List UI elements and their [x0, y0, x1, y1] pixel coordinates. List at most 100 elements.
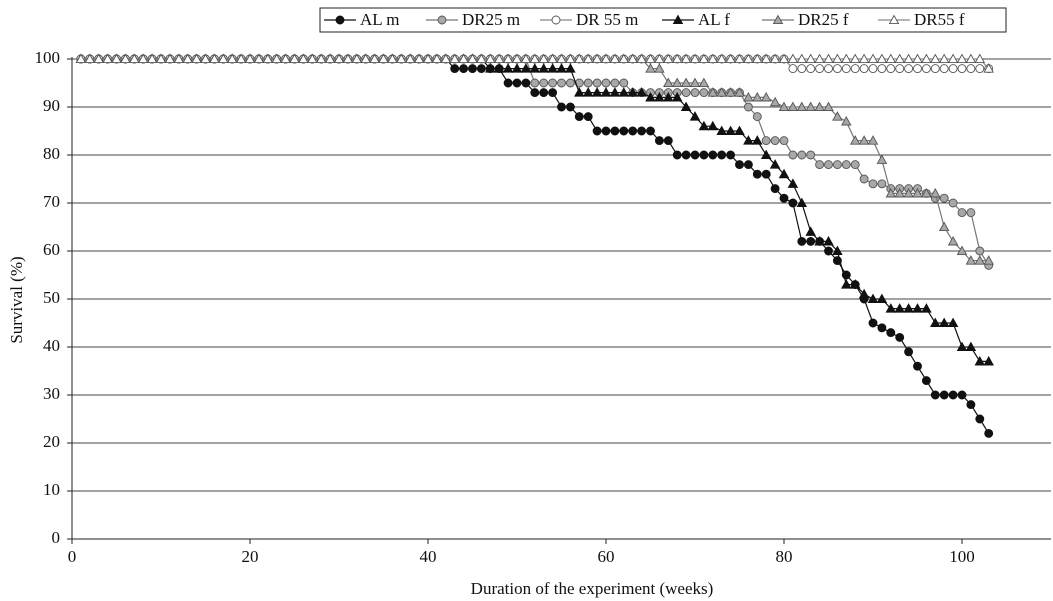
y-tick-label: 20: [43, 432, 60, 451]
data-point: [725, 87, 736, 97]
data-point: [449, 53, 460, 64]
data-point: [637, 126, 647, 136]
data-point: [102, 53, 113, 64]
data-point: [351, 53, 363, 64]
data-point: [369, 53, 380, 64]
data-point: [502, 63, 514, 73]
data-point: [539, 88, 549, 98]
data-point: [672, 150, 682, 160]
data-point: [832, 245, 843, 256]
data-point: [832, 111, 843, 121]
data-point: [75, 53, 87, 64]
data-point: [422, 53, 434, 64]
data-point: [779, 136, 789, 146]
data-point: [966, 208, 976, 218]
data-point: [939, 193, 949, 203]
data-point: [574, 53, 585, 64]
data-point: [788, 198, 798, 208]
data-point: [806, 64, 816, 74]
data-point: [645, 53, 656, 64]
data-point: [689, 53, 701, 64]
data-point: [947, 53, 959, 64]
legend-marker: [672, 14, 684, 25]
y-tick-label: 60: [43, 240, 60, 259]
data-point: [717, 150, 727, 160]
data-point: [778, 53, 790, 64]
data-point: [956, 245, 968, 256]
data-point: [984, 428, 994, 438]
data-point: [832, 160, 842, 170]
data-point: [983, 63, 994, 73]
data-point: [938, 53, 950, 64]
data-point: [726, 150, 736, 160]
data-point: [921, 53, 932, 64]
data-point: [779, 193, 789, 203]
data-point: [690, 150, 700, 160]
data-point: [618, 87, 630, 97]
data-point: [628, 126, 638, 136]
data-point: [806, 150, 816, 160]
data-point: [957, 390, 967, 400]
data-point: [957, 64, 967, 74]
data-point: [671, 53, 683, 64]
data-point: [493, 63, 505, 73]
data-point: [734, 125, 745, 136]
data-point: [609, 87, 621, 97]
data-point: [681, 88, 691, 98]
data-point: [591, 87, 603, 97]
data-point: [663, 53, 674, 64]
y-tick-label: 0: [52, 528, 61, 547]
data-point: [378, 53, 389, 64]
x-tick-label: 100: [949, 547, 975, 566]
y-tick-label: 50: [43, 288, 60, 307]
data-point: [894, 53, 905, 64]
series-line: [80, 58, 989, 362]
data-point: [823, 53, 834, 64]
data-point: [654, 91, 665, 102]
data-point: [735, 160, 744, 170]
data-point: [708, 150, 718, 160]
data-point: [618, 53, 630, 64]
data-point: [601, 126, 611, 136]
data-point: [636, 53, 647, 64]
data-point: [805, 101, 816, 112]
data-point: [868, 64, 878, 74]
data-point: [680, 77, 692, 88]
data-point: [440, 53, 452, 64]
data-point: [769, 159, 781, 169]
data-point: [680, 53, 692, 64]
data-point: [538, 63, 549, 73]
data-point: [681, 150, 691, 160]
data-point: [511, 63, 523, 73]
data-point: [627, 87, 638, 97]
data-point: [832, 64, 842, 74]
data-point: [690, 88, 700, 98]
data-point: [841, 53, 852, 64]
data-point: [877, 64, 887, 74]
data-point: [645, 91, 656, 102]
data-point: [797, 236, 807, 246]
data-point: [200, 53, 211, 64]
y-tick-label: 40: [43, 336, 60, 355]
data-point: [930, 187, 941, 198]
data-point: [707, 53, 719, 64]
data-point: [84, 53, 96, 64]
data-point: [903, 303, 914, 313]
data-point: [155, 53, 167, 64]
data-point: [948, 198, 958, 208]
data-point: [913, 64, 922, 74]
data-point: [734, 87, 745, 97]
data-point: [849, 135, 861, 145]
legend-marker: [335, 15, 345, 25]
legend-marker: [772, 14, 784, 25]
x-tick-label: 80: [776, 547, 793, 566]
data-point: [894, 303, 905, 313]
data-point: [619, 126, 629, 136]
data-point: [698, 120, 710, 131]
data-point: [921, 64, 931, 74]
data-point: [824, 64, 833, 74]
data-point: [805, 226, 816, 236]
data-point: [787, 178, 799, 188]
